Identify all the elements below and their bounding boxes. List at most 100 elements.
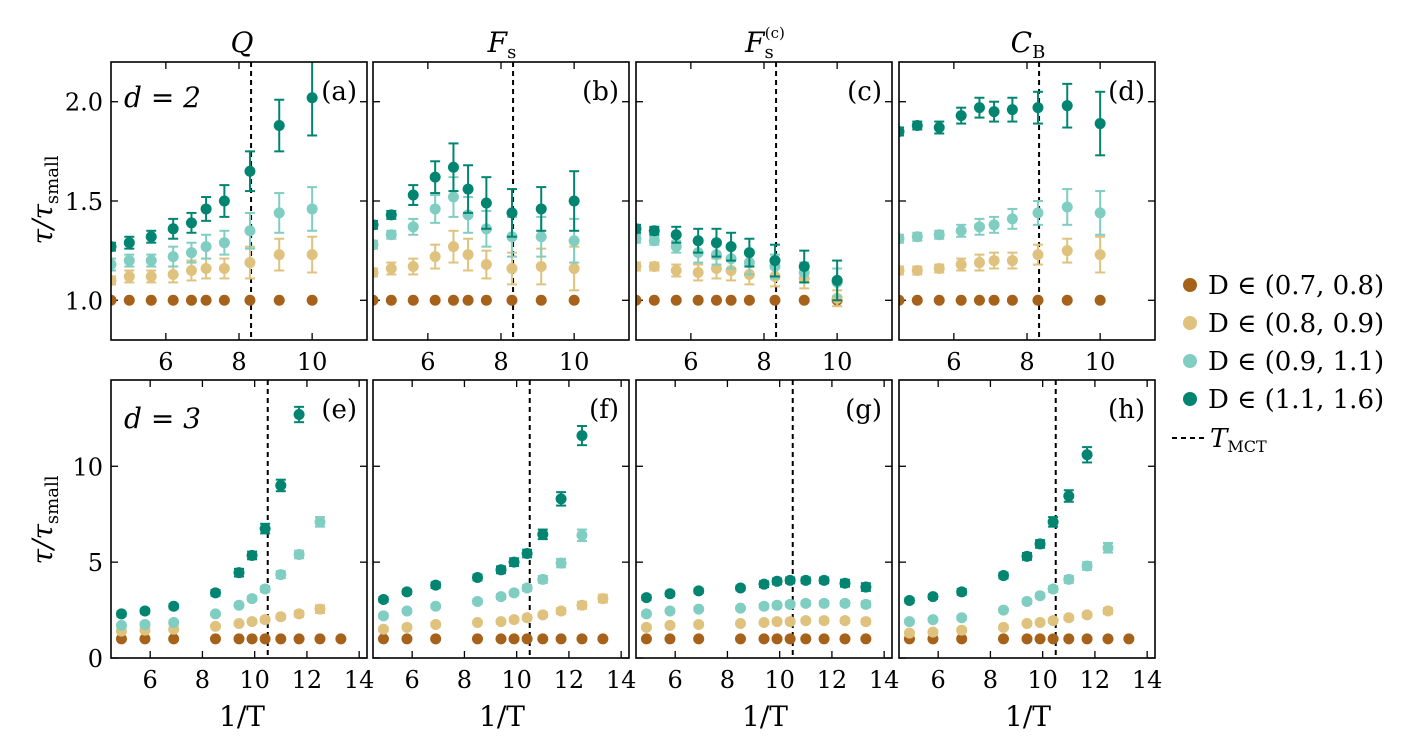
marker-g-s0-0: [640, 633, 652, 645]
marker-a-s3-4: [185, 217, 197, 229]
marker-b-s0-5: [462, 294, 474, 306]
marker-g-s2-3: [734, 602, 746, 614]
xtick-label-g-1: 8: [720, 666, 735, 694]
legend-item-3: D ∈ (0.9, 1.1): [1183, 347, 1384, 377]
marker-b-s1-0: [373, 266, 379, 278]
marker-g-s1-9: [839, 615, 851, 627]
marker-a-s0-9: [306, 294, 318, 306]
panel-label-a: (a): [321, 77, 357, 107]
marker-d-s0-1: [911, 294, 923, 306]
marker-h-s1-2: [956, 624, 968, 636]
marker-a-s3-1: [123, 237, 135, 249]
marker-h-s0-5: [1034, 633, 1046, 645]
marker-g-s0-3: [734, 633, 746, 645]
marker-d-s3-1: [911, 120, 923, 132]
legend-marker-2: [1183, 316, 1197, 330]
xlabel-4: 1/T: [1005, 700, 1051, 733]
legend-marker-4: [1183, 392, 1197, 406]
panel-g: 6 8 10 12 14 (g): [635, 379, 899, 694]
marker-h-s2-9: [1102, 542, 1114, 554]
xtick-label-f-3: 12: [554, 666, 585, 694]
panel-label-h: (h): [1108, 395, 1145, 425]
marker-h-s1-5: [1034, 617, 1046, 629]
marker-f-s1-9: [576, 599, 588, 611]
xtick-label-e-4: 14: [344, 666, 375, 694]
marker-c-s3-1: [648, 225, 660, 237]
marker-b-s1-6: [480, 259, 492, 271]
marker-b-s0-8: [535, 294, 547, 306]
marker-g-s3-9: [839, 577, 851, 589]
marker-b-s1-9: [568, 263, 580, 275]
marker-b-s3-5: [462, 183, 474, 195]
marker-a-s0-5: [200, 294, 212, 306]
marker-d-s0-2: [933, 294, 945, 306]
xtick-label-f-4: 14: [606, 666, 637, 694]
marker-b-s2-3: [429, 203, 441, 215]
data-b: [373, 142, 580, 306]
marker-a-s1-5: [200, 263, 212, 275]
ytick-label-e-1: 5: [88, 549, 103, 577]
marker-c-s1-4: [710, 263, 722, 275]
marker-c-s0-0: [636, 294, 642, 306]
panels: 6 8 10 1.0 1.5 2.0 (a) 6 8 10 (b) 6 8 10 (c) 6 8 10 (d) 6 8 1…: [65, 61, 1162, 694]
marker-g-s0-8: [818, 633, 830, 645]
marker-a-s3-0: [111, 241, 117, 253]
marker-c-s1-0: [636, 261, 642, 273]
legend-item-4: D ∈ (1.1, 1.6): [1183, 385, 1384, 415]
marker-a-s0-7: [244, 294, 256, 306]
marker-h-s0-2: [956, 633, 968, 645]
xtick-label-a-0: 6: [158, 348, 173, 376]
marker-e-s2-1: [139, 618, 151, 630]
marker-b-s0-7: [506, 294, 518, 306]
marker-g-s3-8: [818, 574, 830, 586]
marker-e-s2-5: [246, 593, 258, 605]
marker-c-s0-6: [743, 294, 755, 306]
frame-b: [372, 61, 630, 341]
marker-b-s3-8: [535, 203, 547, 215]
marker-a-s0-3: [167, 294, 179, 306]
marker-g-s1-5: [771, 616, 783, 628]
marker-e-s3-0: [115, 608, 127, 620]
marker-h-s3-7: [1063, 490, 1075, 502]
marker-h-s2-4: [1021, 595, 1033, 607]
marker-c-s1-3: [692, 266, 704, 278]
marker-g-s2-8: [818, 597, 830, 609]
marker-f-s2-8: [555, 557, 567, 569]
marker-d-s0-5: [988, 294, 1000, 306]
marker-d-s1-2: [933, 263, 945, 275]
marker-d-s2-0: [899, 233, 905, 245]
ylabel-top: τ/τsmall: [26, 155, 63, 244]
marker-b-s3-4: [447, 161, 459, 173]
marker-b-s1-2: [407, 261, 419, 273]
marker-g-s0-10: [860, 633, 872, 645]
marker-f-s1-7: [537, 609, 549, 621]
marker-h-s0-3: [997, 633, 1009, 645]
marker-c-s3-3: [692, 235, 704, 247]
marker-d-s1-5: [988, 255, 1000, 267]
marker-d-s0-8: [1061, 294, 1073, 306]
marker-d-s1-7: [1032, 249, 1044, 261]
marker-g-s1-7: [800, 615, 812, 627]
xtick-label-g-2: 10: [764, 666, 795, 694]
col-title-fs-c: Fs(c): [744, 24, 785, 63]
marker-h-s2-7: [1063, 573, 1075, 585]
xtick-label-c-2: 10: [822, 348, 853, 376]
xlabel-3: 1/T: [742, 700, 788, 733]
marker-h-s3-2: [956, 586, 968, 598]
col-title-fs: Fs: [487, 26, 517, 63]
marker-a-s0-4: [185, 294, 197, 306]
marker-b-s0-4: [447, 294, 459, 306]
marker-d-s1-8: [1061, 245, 1073, 257]
marker-f-s0-3: [471, 633, 483, 645]
marker-g-s1-3: [734, 617, 746, 629]
data-f: [377, 425, 609, 645]
xtick-label-f-0: 6: [405, 666, 420, 694]
ytick-label-e-2: 10: [72, 453, 103, 481]
marker-c-s2-1: [648, 235, 660, 247]
xtick-label-h-0: 6: [931, 666, 946, 694]
marker-b-s1-5: [462, 249, 474, 261]
marker-f-s0-4: [495, 633, 507, 645]
marker-b-s1-8: [535, 261, 547, 273]
marker-d-s0-4: [973, 294, 985, 306]
marker-d-s1-3: [955, 259, 967, 271]
